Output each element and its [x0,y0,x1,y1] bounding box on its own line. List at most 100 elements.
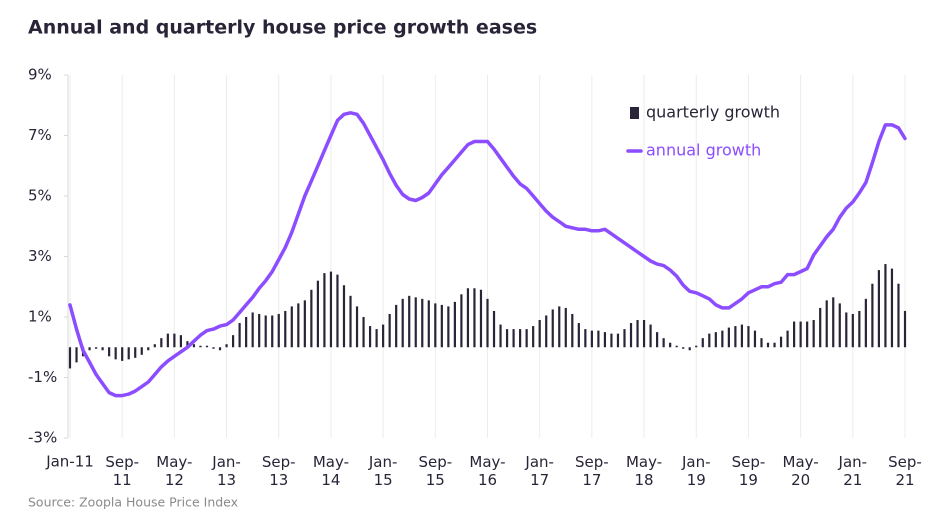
bar [871,283,874,348]
bar [127,347,130,360]
line [68,111,907,398]
bar [153,344,156,348]
bar [121,347,124,361]
bar [753,330,757,348]
bar [825,300,828,348]
bar [858,310,861,348]
bar [460,294,463,348]
legend-swatch [630,107,639,119]
bar [245,317,248,348]
bar [499,324,502,348]
bar [362,317,365,348]
bar [310,289,313,348]
x-tick-label: Jan-11 [45,453,94,471]
bar [558,306,561,348]
bar [160,338,163,348]
x-tick-label: Jan-17 [524,453,554,489]
bar [903,310,907,348]
bar [290,306,293,348]
x-tick-label: Jan-21 [838,453,868,489]
bar [708,333,711,348]
bar [427,300,430,348]
x-tick-label: Sep-15 [418,453,452,489]
bar [545,315,548,348]
bar [434,303,437,348]
x-tick-label: Sep-21 [888,453,922,489]
bar [329,271,333,348]
bar [505,329,509,348]
bar [845,312,848,348]
bar [147,347,150,351]
bar [179,335,182,348]
y-tick-label: 9% [28,66,52,84]
bar [656,332,659,348]
bar [890,268,894,348]
x-tick-label: May-14 [313,453,349,489]
bar [662,338,665,348]
x-tick-label: May-20 [783,453,819,489]
bar [551,309,554,348]
bar [342,285,346,348]
bar [623,329,626,348]
y-tick-label: 3% [28,247,52,265]
bar [395,304,398,348]
bar [303,300,306,348]
bar [786,330,789,348]
bar [199,345,202,348]
bar [806,321,809,348]
bar [851,313,854,348]
bar [212,347,215,349]
bar [688,347,691,351]
bar [218,347,222,351]
bar [140,347,143,355]
bar [760,338,763,348]
bar [838,303,841,348]
bar [799,321,802,348]
bar [284,310,287,348]
bar [773,342,776,348]
bar [714,332,717,348]
bar [747,326,750,348]
x-tick-label: Sep-13 [262,453,296,489]
bar [682,347,685,349]
legend-label: annual growth [646,141,761,160]
bar [271,315,274,348]
bar [316,280,319,348]
bar [94,347,98,349]
bar [388,313,391,348]
bar [793,321,796,348]
bar [519,329,522,348]
bar [408,295,411,348]
bar [205,345,209,348]
y-tick-label: 1% [28,308,52,326]
bar [642,320,646,348]
x-tick-label: Jan-19 [681,453,711,489]
source-note: Source: Zoopla House Price Index [28,495,238,510]
bar [669,342,672,348]
bar [368,326,372,348]
bar [375,329,378,348]
bar [564,307,567,348]
bar [897,283,900,348]
y-tick-label: 7% [28,126,52,144]
y-tick-label: 5% [28,187,52,205]
bar [264,315,267,348]
bar [225,344,228,348]
bar [610,333,613,348]
bar [114,347,117,360]
bar [727,327,730,348]
bar [453,301,456,348]
bar [231,335,235,348]
bar [616,333,620,348]
bar [101,347,104,351]
bar [421,298,424,348]
bar [532,326,535,348]
chart-title: Annual and quarterly house price growth … [28,17,537,39]
bar [323,273,326,348]
y-tick-label: -3% [28,429,57,447]
bar [251,312,254,348]
x-tick-label: Jan-15 [368,453,398,489]
bar [597,330,600,348]
bar [603,332,607,348]
